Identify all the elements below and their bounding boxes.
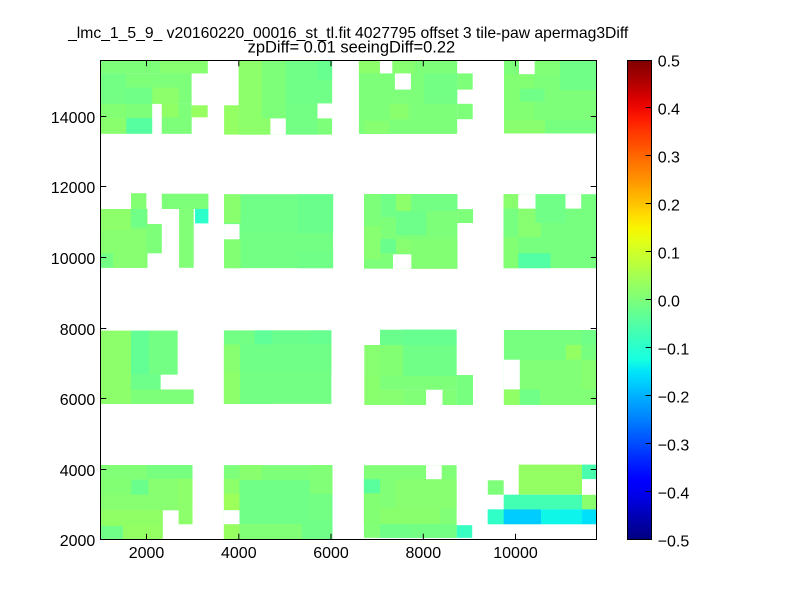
svg-text:−0.3: −0.3 — [658, 437, 690, 454]
svg-text:2000: 2000 — [60, 533, 96, 550]
svg-text:4000: 4000 — [60, 463, 96, 480]
svg-text:−0.4: −0.4 — [658, 485, 690, 502]
svg-text:0.3: 0.3 — [658, 150, 680, 167]
svg-text:−0.2: −0.2 — [658, 389, 690, 406]
svg-text:14000: 14000 — [51, 110, 96, 127]
svg-text:6000: 6000 — [60, 392, 96, 409]
svg-text:−0.1: −0.1 — [658, 341, 690, 358]
svg-text:0.1: 0.1 — [658, 245, 680, 262]
svg-text:0.5: 0.5 — [658, 54, 680, 71]
svg-text:6000: 6000 — [313, 545, 349, 562]
svg-text:0.2: 0.2 — [658, 197, 680, 214]
svg-text:8000: 8000 — [60, 322, 96, 339]
svg-text:_lmc_1_5_9_ v20160220_00016_st: _lmc_1_5_9_ v20160220_00016_st_tl.fit 40… — [67, 25, 629, 42]
svg-text:10000: 10000 — [493, 545, 538, 562]
svg-text:0.4: 0.4 — [658, 102, 680, 119]
svg-text:zpDiff= 0.01 seeingDiff=0.22: zpDiff= 0.01 seeingDiff=0.22 — [248, 38, 456, 56]
svg-text:12000: 12000 — [51, 180, 96, 197]
svg-text:0.0: 0.0 — [658, 293, 680, 310]
svg-text:10000: 10000 — [51, 251, 96, 268]
svg-text:4000: 4000 — [221, 545, 257, 562]
svg-text:−0.5: −0.5 — [658, 533, 690, 550]
svg-text:8000: 8000 — [406, 545, 442, 562]
svg-text:2000: 2000 — [129, 545, 165, 562]
